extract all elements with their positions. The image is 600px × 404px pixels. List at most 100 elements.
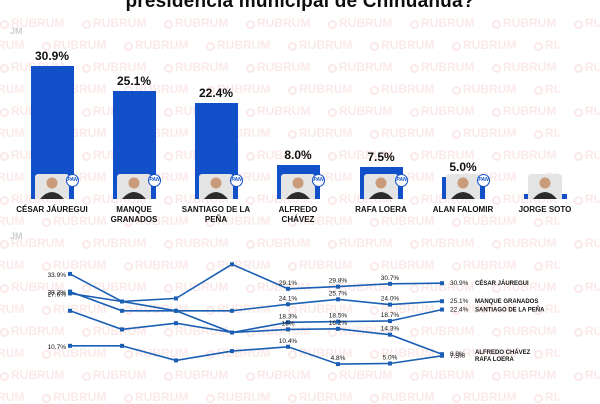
rubrum-logo-icon [124, 262, 133, 271]
watermark-logo: RUBRUM [328, 60, 410, 74]
watermark-text: RUBRUM [53, 214, 107, 228]
pan-party-icon: PAN [395, 174, 408, 187]
rubrum-logo-icon [492, 328, 501, 337]
watermark-text: RUBRUM [421, 148, 475, 162]
watermark-text: RUBRUM [257, 104, 311, 118]
data-point [68, 343, 72, 348]
rubrum-logo-icon [82, 328, 91, 337]
rubrum-logo-icon [410, 284, 419, 293]
rubrum-logo-icon [534, 218, 543, 227]
series-line [69, 263, 443, 303]
watermark-text: RUBRUM [175, 368, 229, 382]
watermark-logo: RUBRUM [410, 368, 492, 382]
watermark-logo: RUBRUM [246, 148, 328, 162]
watermark-logo: RUBRUM [124, 346, 206, 360]
rubrum-logo-icon [410, 20, 419, 29]
data-point [388, 302, 392, 307]
watermark-text: RUBRUM [0, 170, 25, 184]
rubrum-logo-icon [164, 20, 173, 29]
data-point [286, 344, 290, 349]
watermark-text: RUBRUM [0, 302, 25, 316]
watermark-logo: RUBRUM [492, 236, 574, 250]
point-value-label: 16.2% [329, 320, 348, 327]
watermark-text: RUBRUM [585, 192, 600, 206]
watermark-logo: RUBRUM [574, 324, 600, 338]
rubrum-logo-icon [82, 240, 91, 249]
data-point [68, 308, 72, 313]
data-point [120, 308, 124, 313]
rubrum-logo-icon [206, 218, 215, 227]
rubrum-logo-icon [0, 328, 9, 337]
data-point [440, 307, 444, 312]
point-value-label: 27.6% [48, 291, 67, 298]
rubrum-logo-icon [492, 152, 501, 161]
chart-title: presidencia municipal de Chihuahua? [125, 0, 475, 12]
watermark-text: RUBRUM [175, 236, 229, 250]
rubrum-logo-icon [164, 152, 173, 161]
watermark-text: RUBRUM [53, 258, 107, 272]
rubrum-logo-icon [328, 196, 337, 205]
rubrum-logo-icon [164, 284, 173, 293]
rubrum-logo-icon [410, 196, 419, 205]
rubrum-logo-icon [246, 152, 255, 161]
watermark-text: RUBRUM [421, 368, 475, 382]
watermark-text: RUBRUM [53, 302, 107, 316]
rubrum-logo-icon [42, 42, 51, 51]
data-point [120, 327, 124, 332]
watermark-logo: RUBRUM [0, 258, 42, 272]
candidate-photo [35, 174, 69, 199]
rubrum-logo-icon [370, 350, 379, 359]
watermark-logo: RUBRUM [0, 302, 42, 316]
watermark-logo: RUBRUM [574, 280, 600, 294]
watermark-text: RUBRUM [0, 82, 25, 96]
rubrum-logo-icon [492, 240, 501, 249]
watermark-logo: RUBRUM [164, 236, 246, 250]
watermark-text: RUBRUM [339, 104, 393, 118]
watermark-logo: RUBRUM [574, 16, 600, 30]
rubrum-logo-icon [370, 86, 379, 95]
watermark-text: RUBRUM [585, 280, 600, 294]
watermark-text: RUBRUM [585, 368, 600, 382]
watermark-logo: RUBRUM [42, 258, 124, 272]
watermark-jm: JM [10, 231, 23, 241]
rubrum-logo-icon [246, 196, 255, 205]
data-point [336, 284, 340, 289]
watermark-text: RUBRUM [11, 236, 65, 250]
point-value-label: 14.3% [381, 326, 400, 333]
rubrum-logo-icon [82, 20, 91, 29]
rubrum-logo-icon [534, 130, 543, 139]
rubrum-logo-icon [82, 108, 91, 117]
point-value-label: 10.4% [279, 338, 298, 345]
rubrum-logo-icon [82, 372, 91, 381]
watermark-logo: RUBRUM [452, 214, 534, 228]
watermark-text: RUBRUM [257, 16, 311, 30]
rubrum-logo-icon [0, 152, 9, 161]
point-value-label: 7.5% [450, 353, 465, 360]
rubrum-logo-icon [0, 284, 9, 293]
rubrum-logo-icon [0, 196, 9, 205]
rubrum-logo-icon [410, 372, 419, 381]
rubrum-logo-icon [328, 240, 337, 249]
watermark-logo: RUBRUM [0, 280, 82, 294]
watermark-logo: RUBRUM [492, 324, 574, 338]
watermark-logo: RUBRUM [288, 302, 370, 316]
bar-value-label: 30.9% [34, 49, 70, 63]
watermark-logo: RUBRUM [124, 38, 206, 52]
data-point [286, 327, 290, 332]
data-point [120, 343, 124, 348]
watermark-logo: RUBRUM [0, 82, 42, 96]
series-end-name: SANTIAGO DE LA PEÑA [475, 307, 545, 314]
rubrum-logo-icon [410, 108, 419, 117]
watermark-text: RUBRUM [257, 236, 311, 250]
watermark-row: RUBRUM RUBRUM RUBRUM RUBRUM RUBRUM RUBRUM RUBR… [0, 368, 600, 382]
rubrum-logo-icon [206, 262, 215, 271]
candidate-name: ALAN FALOMIR [432, 205, 494, 214]
watermark-logo: RUBRUM [370, 126, 452, 140]
watermark-logo: RUBRUM [492, 104, 574, 118]
point-value-label: 28.2% [48, 290, 67, 297]
watermark-row: RUBRUM RUBRUM RUBRUM RUBRUM RUBRUM RUBRUM RUBR… [0, 236, 600, 250]
watermark-text: RUBRUM [463, 258, 517, 272]
rubrum-logo-icon [288, 306, 297, 315]
rubrum-logo-icon [492, 20, 501, 29]
watermark-logo: RUBRUM [492, 280, 574, 294]
